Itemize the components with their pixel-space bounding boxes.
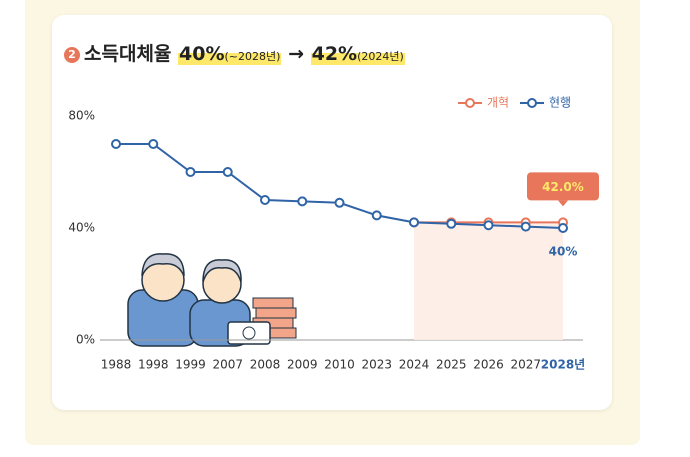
title-main: 소득대체율 [84,43,172,65]
title-a: 40%(~2028년) [178,43,282,65]
point [111,139,121,149]
title-arrow: → [288,43,304,65]
point [409,217,419,228]
y-tick-label: 80% [68,109,95,123]
x-tick-label: 2009 [287,358,318,372]
point [446,218,457,229]
x-tick-label: 2028년 [541,358,585,372]
title-a-value: 40% [179,43,225,65]
point [334,197,345,208]
title-b-note: (2024년) [357,50,404,63]
illustration [127,253,297,347]
point [297,196,308,207]
legend-marker [465,98,475,108]
legend-marker [527,98,537,108]
title-badge: 2 [64,47,80,63]
title-b-value: 42% [311,43,358,65]
value-label: 40% [549,245,578,259]
y-tick-label: 40% [68,221,95,235]
x-tick-label: 2026 [473,358,504,372]
point [371,210,382,221]
x-tick-label: 2023 [361,358,392,372]
legend-label: 개혁 [487,96,509,110]
reform-area [414,222,563,340]
value-label-box [527,172,599,201]
y-tick-label: 0% [76,333,95,347]
point [222,167,233,177]
point [483,220,494,231]
x-tick-label: 2027 [510,358,541,372]
title-a-note: (~2028년) [224,50,281,63]
x-tick-label: 2007 [212,358,243,372]
x-tick-label: 2008 [250,358,281,372]
point [185,167,196,177]
x-tick-label: 2010 [324,358,355,372]
point [260,195,270,205]
value-label-pointer [558,200,568,207]
legend-label: 현행 [549,95,571,110]
title-b: 42%(2024년) [310,43,405,65]
point [520,221,531,232]
x-tick-label: 1988 [101,358,132,372]
point [148,139,159,149]
x-tick-label: 1999 [175,358,206,372]
title: 2 소득대체율 40%(~2028년) → 42%(2024년) [64,39,405,66]
point [558,223,568,233]
value-label: 42.0% [542,180,584,194]
series-line [116,143,564,229]
x-tick-label: 2025 [436,358,467,372]
x-tick-label: 2024 [399,358,430,372]
x-tick-label: 1998 [138,358,169,372]
